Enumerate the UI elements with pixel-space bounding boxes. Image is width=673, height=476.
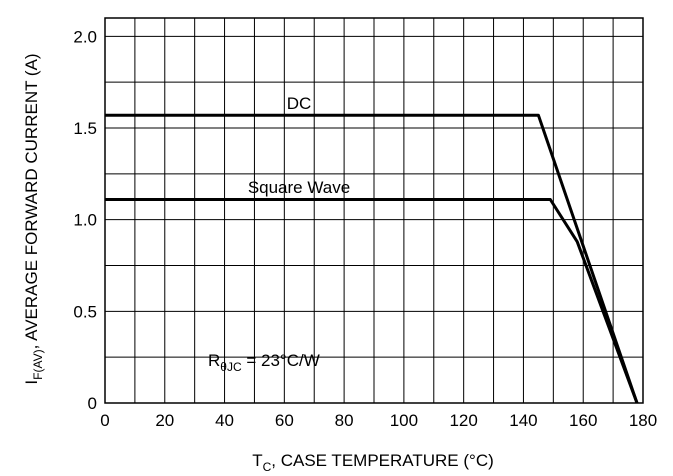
plot-frame [104, 17, 644, 404]
x-tick-label: 20 [155, 411, 174, 430]
x-axis-label-rest: , CASE TEMPERATURE (°C) [271, 451, 493, 470]
rth-sub: θJC [220, 360, 242, 374]
x-tick-labels: 0 20 40 60 80 100 120 140 160 180 [100, 411, 657, 430]
x-tick-label: 180 [629, 411, 657, 430]
rth-rest: = 23°C/W [242, 351, 320, 370]
x-axis-label-sub: C [263, 460, 272, 474]
series-lines [105, 113, 639, 404]
y-axis-label-rest: , AVERAGE FORWARD CURRENT (A) [22, 53, 41, 349]
dc-label: DC [287, 94, 312, 113]
y-axis-label-sub: F(AV) [31, 349, 45, 379]
x-tick-label: 60 [275, 411, 294, 430]
x-tick-label: 80 [335, 411, 354, 430]
x-tick-label: 0 [100, 411, 109, 430]
y-tick-label: 0.5 [73, 302, 97, 321]
rth-main: R [208, 351, 220, 370]
y-tick-label: 2.0 [73, 27, 97, 46]
x-tick-label: 100 [390, 411, 418, 430]
grid [105, 18, 643, 403]
x-axis-label: TC, CASE TEMPERATURE (°C) [252, 451, 494, 474]
x-tick-label: 40 [215, 411, 234, 430]
y-tick-label: 1.0 [73, 211, 97, 230]
y-axis-label-main: I [22, 380, 41, 385]
series-line-dc [105, 113, 639, 404]
y-tick-labels: 0 0.5 1.0 1.5 2.0 [73, 27, 97, 413]
rth-annotation: RθJC = 23°C/W [208, 351, 320, 374]
x-tick-label: 120 [449, 411, 477, 430]
x-tick-label: 160 [569, 411, 597, 430]
y-tick-label: 1.5 [73, 119, 97, 138]
y-axis-label: IF(AV), AVERAGE FORWARD CURRENT (A) [22, 53, 45, 384]
square-wave-label: Square Wave [248, 178, 350, 197]
x-tick-label: 140 [509, 411, 537, 430]
series-line-square-wave [105, 198, 639, 404]
x-axis-label-main: T [252, 451, 262, 470]
y-tick-label: 0 [88, 394, 97, 413]
